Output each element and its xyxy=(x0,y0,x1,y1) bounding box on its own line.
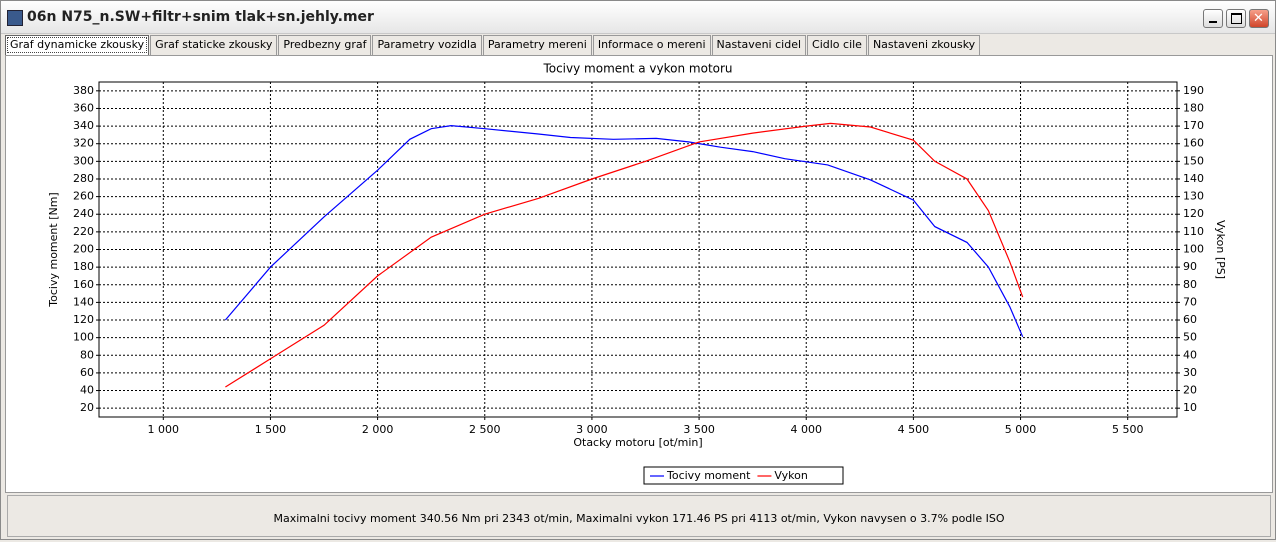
y-tick-label: 180 xyxy=(73,260,94,273)
tab[interactable]: Informace o mereni xyxy=(592,35,711,55)
y-tick-label: 20 xyxy=(80,401,94,414)
x-tick-label: 4 000 xyxy=(790,423,822,436)
data-line xyxy=(224,124,1024,338)
y-tick-label: 160 xyxy=(73,278,94,291)
tab[interactable]: Predbezny graf xyxy=(278,35,372,55)
legend-label: Tocivy moment xyxy=(666,469,751,482)
legend-label: Vykon xyxy=(774,469,807,482)
status-text: Maximalni tocivy moment 340.56 Nm pri 23… xyxy=(7,495,1271,537)
y-tick-label: 100 xyxy=(73,331,94,344)
y2-axis-label: Vykon [PS] xyxy=(1214,220,1227,279)
y-tick-label: 340 xyxy=(73,119,94,132)
minimize-button[interactable] xyxy=(1203,9,1223,28)
y-tick-label: 80 xyxy=(80,348,94,361)
y-axis-label: Tocivy moment [Nm] xyxy=(47,192,60,307)
y-tick-label: 240 xyxy=(73,207,94,220)
window-title: 06n N75_n.SW+filtr+snim tlak+sn.jehly.me… xyxy=(27,9,374,25)
y-tick-label: 360 xyxy=(73,101,94,114)
tab[interactable]: Nastaveni cidel xyxy=(711,35,807,55)
y-tick-label: 60 xyxy=(80,366,94,379)
legend-box xyxy=(643,466,844,485)
y-tick-label: 260 xyxy=(73,190,94,203)
y2-tick-label: 10 xyxy=(1183,401,1197,414)
y2-tick-label: 160 xyxy=(1183,137,1204,150)
y2-tick-label: 40 xyxy=(1183,348,1197,361)
maximize-button[interactable] xyxy=(1226,9,1246,28)
tab[interactable]: Parametry mereni xyxy=(482,35,592,55)
y2-tick-label: 150 xyxy=(1183,154,1204,167)
y2-tick-label: 30 xyxy=(1183,366,1197,379)
y2-tick-label: 80 xyxy=(1183,278,1197,291)
tab-strip: Graf dynamicke zkousky Graf staticke zkou… xyxy=(5,35,981,55)
y-tick-label: 320 xyxy=(73,137,94,150)
y-tick-label: 300 xyxy=(73,154,94,167)
y2-tick-label: 50 xyxy=(1183,331,1197,344)
chart-title: Tocivy moment a vykon motoru xyxy=(542,62,732,76)
y-tick-label: 200 xyxy=(73,243,94,256)
x-tick-label: 1 000 xyxy=(148,423,180,436)
y2-tick-label: 110 xyxy=(1183,225,1204,238)
x-tick-label: 5 000 xyxy=(1005,423,1037,436)
y-tick-label: 120 xyxy=(73,313,94,326)
tab[interactable]: Parametry vozidla xyxy=(372,35,482,55)
x-tick-label: 1 500 xyxy=(255,423,287,436)
y2-tick-label: 120 xyxy=(1183,207,1204,220)
title-bar: 06n N75_n.SW+filtr+snim tlak+sn.jehly.me… xyxy=(1,1,1275,34)
y2-tick-label: 100 xyxy=(1183,243,1204,256)
x-tick-label: 2 000 xyxy=(362,423,394,436)
y-tick-label: 280 xyxy=(73,172,94,185)
x-tick-label: 2 500 xyxy=(469,423,501,436)
y2-tick-label: 170 xyxy=(1183,119,1204,132)
y-tick-label: 140 xyxy=(73,295,94,308)
y-tick-label: 220 xyxy=(73,225,94,238)
legend: Tocivy moment Vykon xyxy=(643,466,844,485)
y2-tick-label: 190 xyxy=(1183,84,1204,97)
chart-panel: Tocivy moment a vykon motoru 20 40 60 80 100 1… xyxy=(5,55,1273,493)
y-tick-label: 40 xyxy=(80,384,94,397)
y2-tick-label: 140 xyxy=(1183,172,1204,185)
y-tick-label: 380 xyxy=(73,84,94,97)
y2-tick-label: 130 xyxy=(1183,190,1204,203)
tab[interactable]: Graf dynamicke zkousky xyxy=(5,35,150,55)
y2-tick-label: 70 xyxy=(1183,295,1197,308)
y2-tick-label: 60 xyxy=(1183,313,1197,326)
y2-tick-label: 20 xyxy=(1183,384,1197,397)
x-tick-label: 4 500 xyxy=(898,423,930,436)
tab[interactable]: Graf staticke zkousky xyxy=(150,35,278,55)
x-tick-label: 3 500 xyxy=(683,423,715,436)
chart: Tocivy moment a vykon motoru 20 40 60 80 100 1… xyxy=(47,62,1227,485)
x-tick-label: 5 500 xyxy=(1112,423,1144,436)
x-tick-label: 3 000 xyxy=(576,423,608,436)
tab[interactable]: Cidlo cile xyxy=(807,35,867,55)
y2-tick-label: 180 xyxy=(1183,101,1204,114)
x-axis-label: Otacky motoru [ot/min] xyxy=(573,436,702,449)
y2-tick-label: 90 xyxy=(1183,260,1197,273)
tab[interactable]: Nastaveni zkousky xyxy=(867,35,981,55)
data-line xyxy=(225,122,1024,388)
app-icon xyxy=(7,10,23,26)
close-button[interactable]: ✕ xyxy=(1249,9,1269,28)
